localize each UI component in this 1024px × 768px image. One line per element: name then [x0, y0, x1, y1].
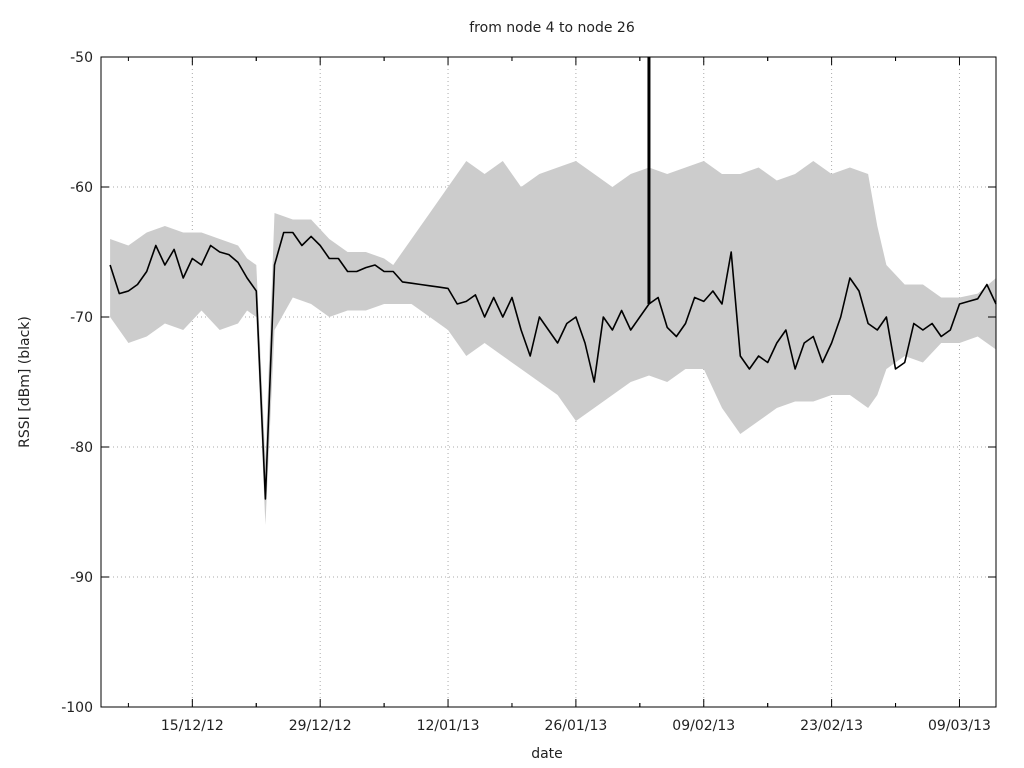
x-tick-label: 09/03/13 — [928, 718, 991, 734]
data-band — [110, 161, 997, 525]
x-tick-label: 09/02/13 — [672, 718, 735, 734]
rssi-line — [109, 231, 997, 500]
y-tick-label: -60 — [70, 180, 93, 196]
x-tick-label: 12/01/13 — [417, 718, 480, 734]
x-tick-label: 26/01/13 — [544, 718, 607, 734]
y-tick-label: -80 — [70, 440, 93, 456]
x-tick-label: 23/02/13 — [800, 718, 863, 734]
x-tick-label: 15/12/12 — [161, 718, 224, 734]
y-tick-label: -90 — [70, 570, 93, 586]
y-axis-label: RSSI [dBm] (black) — [17, 316, 33, 448]
plot-border — [100, 56, 997, 708]
plot-frame — [100, 56, 997, 708]
y-tick-label: -70 — [70, 310, 93, 326]
y-tick-label: -50 — [70, 50, 93, 66]
x-axis: 15/12/12 29/12/12 12/01/13 26/01/13 09/02/13… — [127, 57, 991, 734]
data-series — [109, 57, 997, 500]
y-axis: -100 -90 -80 -70 -60 -50 — [61, 50, 996, 716]
x-tick-label: 29/12/12 — [289, 718, 352, 734]
rssi-band — [110, 161, 997, 525]
chart-title: from node 4 to node 26 — [469, 20, 635, 36]
x-axis-label: date — [531, 746, 563, 762]
y-tick-label: -100 — [61, 700, 93, 716]
